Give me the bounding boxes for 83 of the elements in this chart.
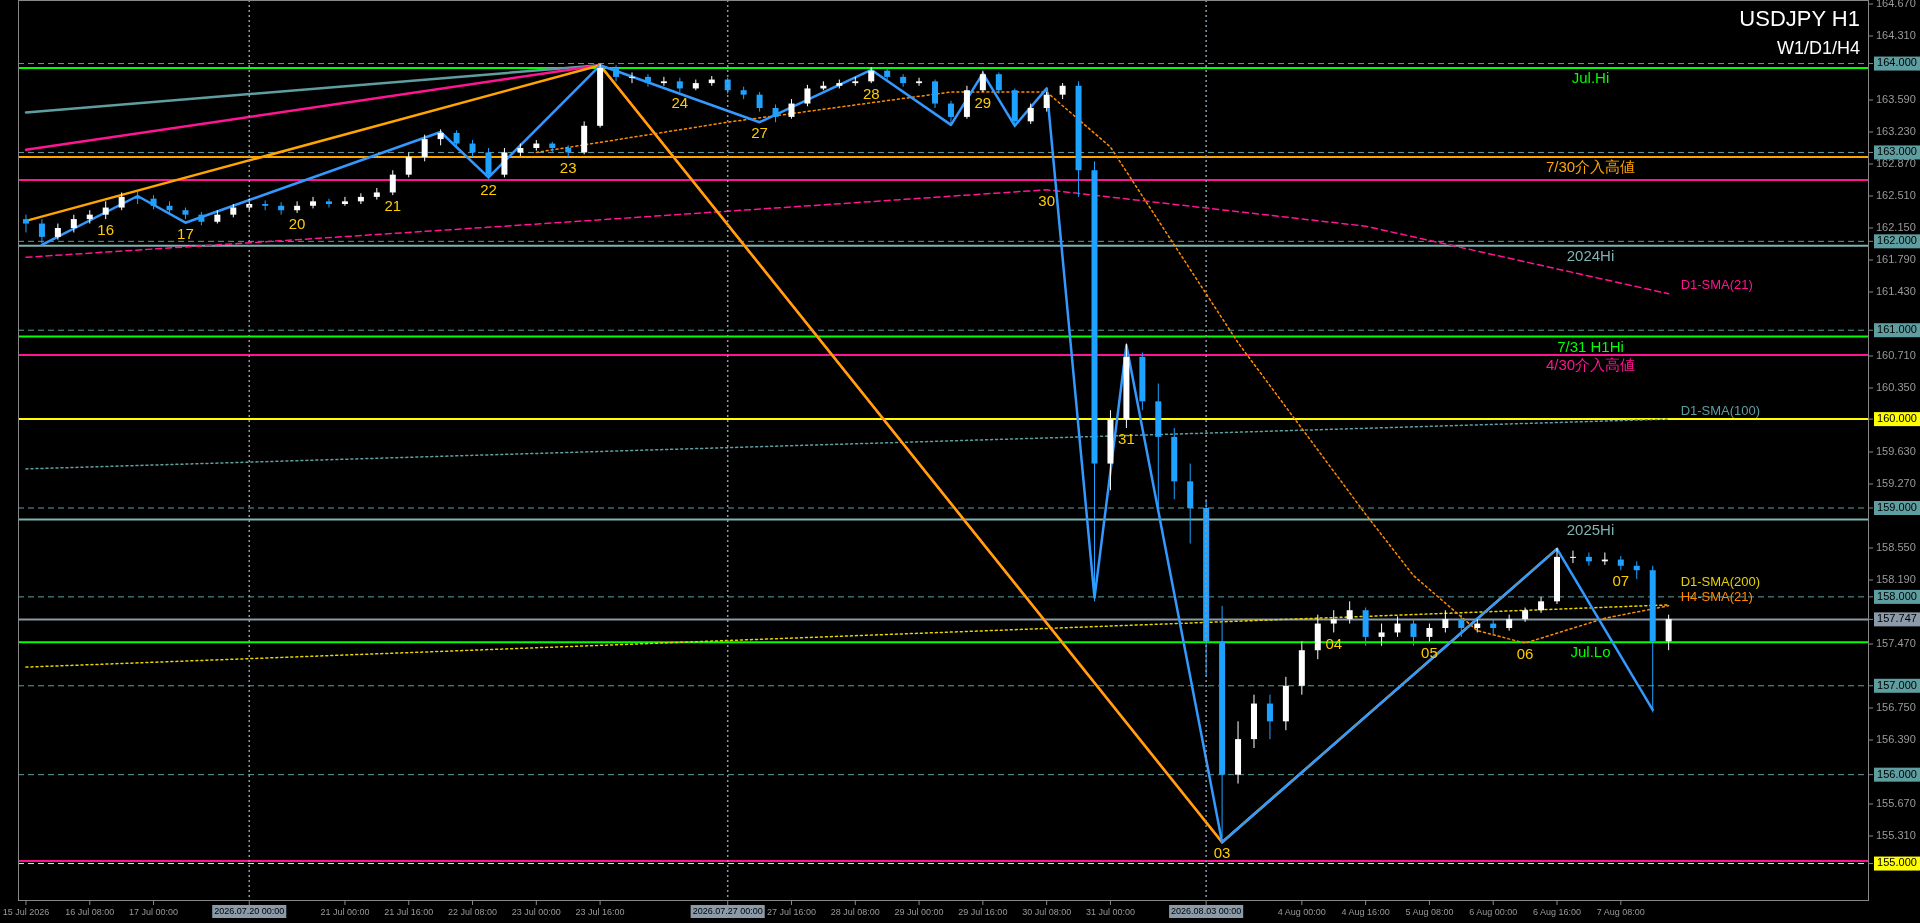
series-label: D1-SMA(21) xyxy=(1680,277,1753,293)
x-tick-label: 6 Aug 16:00 xyxy=(1532,907,1582,917)
y-tick-label: 163.590 xyxy=(1876,92,1916,105)
y-tick-label: 162.150 xyxy=(1876,220,1916,233)
text: 21 xyxy=(384,197,402,215)
y-tick-label: 160.710 xyxy=(1876,348,1916,361)
series-label: D1-SMA(200) xyxy=(1680,574,1761,590)
x-tick-label: 15 Jul 2026 xyxy=(2,907,50,917)
x-tick-label: 28 Jul 08:00 xyxy=(830,907,880,917)
series-label: D1-SMA(100) xyxy=(1680,402,1761,418)
text: 16 xyxy=(97,221,115,239)
x-tick-label: 23 Jul 00:00 xyxy=(511,907,561,917)
x-tick-label: 21 Jul 16:00 xyxy=(384,907,434,917)
x-tick-label: 6 Aug 00:00 xyxy=(1469,907,1518,917)
y-tick-label: 162.870 xyxy=(1876,156,1916,169)
x-tick-label: 21 Jul 00:00 xyxy=(320,907,370,917)
text: 20 xyxy=(288,215,306,233)
x-tick-label: 4 Aug 00:00 xyxy=(1277,907,1326,917)
x-tick-label: 7 Aug 08:00 xyxy=(1596,907,1645,917)
y-tick-label: 159.270 xyxy=(1876,476,1916,489)
text: 23 xyxy=(559,159,577,177)
text: 05 xyxy=(1421,643,1438,661)
text: 17 xyxy=(177,224,194,242)
text: 29 xyxy=(974,94,992,112)
text: 06 xyxy=(1516,645,1534,663)
y-tick-label: 164.670 xyxy=(1876,0,1916,9)
y-tick-label: 157.747 xyxy=(1877,612,1917,625)
text: 24 xyxy=(671,94,689,112)
ref-line-label: 4/30介入高値 xyxy=(1545,356,1636,374)
y-tick-label: 159.630 xyxy=(1876,444,1916,457)
x-tick-label: 2026.07.27 00:00 xyxy=(692,905,763,916)
x-tick-label: 22 Jul 08:00 xyxy=(448,907,498,917)
text: 22 xyxy=(480,181,497,199)
x-tick-label: 5 Aug 08:00 xyxy=(1405,907,1454,917)
x-tick-label: 2026.07.20 00:00 xyxy=(214,905,285,916)
y-tick-label: 159.000 xyxy=(1877,500,1917,513)
y-tick-label: 158.190 xyxy=(1876,572,1916,585)
y-tick-label: 156.000 xyxy=(1877,767,1917,780)
y-tick-label: 155.000 xyxy=(1877,856,1917,869)
x-tick-label: 16 Jul 08:00 xyxy=(65,907,115,917)
y-tick-label: 164.000 xyxy=(1877,56,1917,69)
y-tick-label: 155.670 xyxy=(1876,796,1916,809)
x-tick-label: 27 Jul 16:00 xyxy=(766,907,817,917)
text: 07 xyxy=(1612,572,1630,590)
y-tick-label: 164.310 xyxy=(1876,28,1916,41)
x-tick-label: 17 Jul 00:00 xyxy=(129,907,179,917)
y-tick-label: 161.000 xyxy=(1877,323,1917,336)
text: 28 xyxy=(862,85,880,103)
y-tick-label: 156.390 xyxy=(1876,732,1916,745)
x-tick-label: 4 Aug 16:00 xyxy=(1341,907,1390,917)
y-tick-label: 157.470 xyxy=(1876,636,1916,649)
text: W1/D1/H4 xyxy=(1776,38,1860,58)
y-tick-label: 162.510 xyxy=(1876,188,1916,201)
y-tick-label: 160.000 xyxy=(1877,412,1917,425)
text: 03 xyxy=(1213,844,1231,862)
y-tick-label: 158.550 xyxy=(1876,540,1916,553)
text: 30 xyxy=(1038,191,1056,209)
ref-line-label: Jul.Hi xyxy=(1571,69,1610,87)
y-tick-label: 157.000 xyxy=(1877,678,1917,691)
ref-line-label: 2024Hi xyxy=(1566,246,1615,264)
y-tick-label: 163.000 xyxy=(1877,145,1917,158)
ref-line-label: 7/31 H1Hi xyxy=(1557,337,1624,355)
y-tick-label: 155.310 xyxy=(1876,828,1916,841)
text: 31 xyxy=(1118,430,1135,448)
chart-title: USDJPY H1 xyxy=(1739,6,1860,31)
y-tick-label: 160.350 xyxy=(1876,380,1916,393)
y-tick-label: 163.230 xyxy=(1876,124,1916,137)
y-tick-label: 161.430 xyxy=(1876,284,1916,297)
x-tick-label: 30 Jul 08:00 xyxy=(1022,907,1072,917)
x-tick-label: 31 Jul 00:00 xyxy=(1085,907,1135,917)
y-tick-label: 158.000 xyxy=(1877,589,1917,602)
x-tick-label: 2026.08.03 00:00 xyxy=(1171,905,1242,916)
y-tick-label: 162.000 xyxy=(1877,234,1917,247)
x-tick-label: 23 Jul 16:00 xyxy=(575,907,625,917)
x-tick-label: 29 Jul 16:00 xyxy=(958,907,1008,917)
text: 27 xyxy=(751,124,768,142)
ref-line-label: Jul.Lo xyxy=(1570,643,1611,661)
y-tick-label: 156.750 xyxy=(1876,700,1916,713)
ref-line-label: 2025Hi xyxy=(1566,520,1615,538)
x-tick-label: 29 Jul 00:00 xyxy=(894,907,944,917)
ref-line-label: 7/30介入高値 xyxy=(1545,158,1636,176)
y-tick-label: 161.790 xyxy=(1876,252,1916,265)
series-label: H4-SMA(21) xyxy=(1680,589,1753,605)
